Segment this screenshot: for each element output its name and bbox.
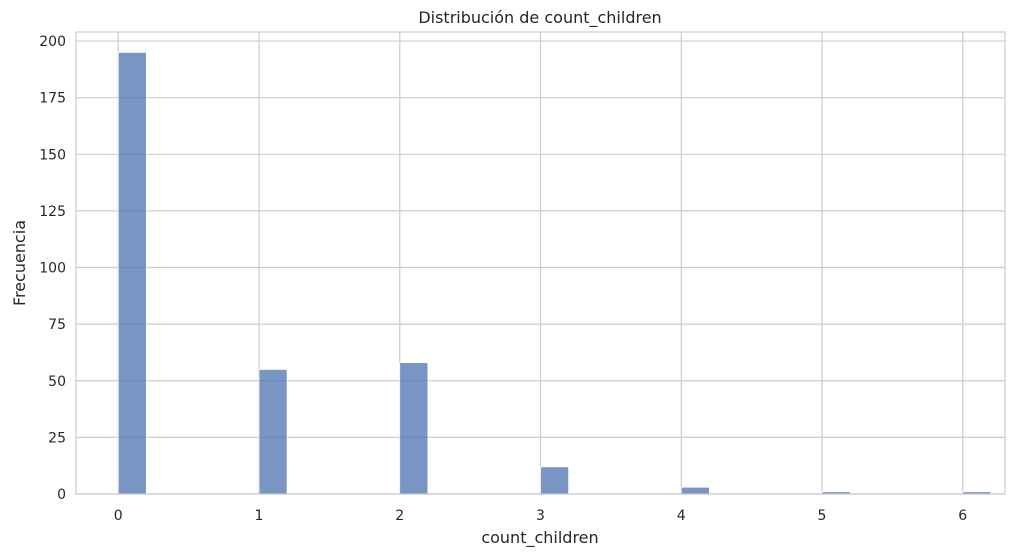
y-tick-label: 0 [57,487,66,503]
bars-layer [117,51,992,495]
y-tick-label: 150 [39,147,66,163]
y-tick-label: 50 [48,374,66,390]
x-tick-label: 2 [395,508,404,524]
y-tick-label: 200 [39,34,66,50]
histogram-bar [399,362,429,495]
y-tick-label: 25 [48,430,66,446]
x-tick-label: 6 [958,508,967,524]
x-tick-label: 0 [114,508,123,524]
histogram-bar [540,466,570,495]
x-tick-label: 4 [677,508,686,524]
x-tick-label: 1 [255,508,264,524]
chart-title: Distribución de count_children [418,8,661,28]
x-tick-label: 3 [536,508,545,524]
y-tick-label: 125 [39,204,66,220]
y-tick-label: 100 [39,261,66,277]
y-tick-label: 175 [39,91,66,107]
grid-layer [76,32,1005,495]
y-tick-label: 75 [48,317,66,333]
ticks-layer: 0 1 2 3 4 5 6 0 25 50 75 100 125 150 175 200 [39,34,967,524]
x-axis-label: count_children [481,528,598,548]
histogram-bar [117,51,147,495]
histogram-bar [680,486,710,495]
y-axis-label: Frecuencia [10,220,29,306]
plot-frame [75,31,1006,495]
histogram-bar [258,369,288,495]
x-tick-label: 5 [818,508,827,524]
